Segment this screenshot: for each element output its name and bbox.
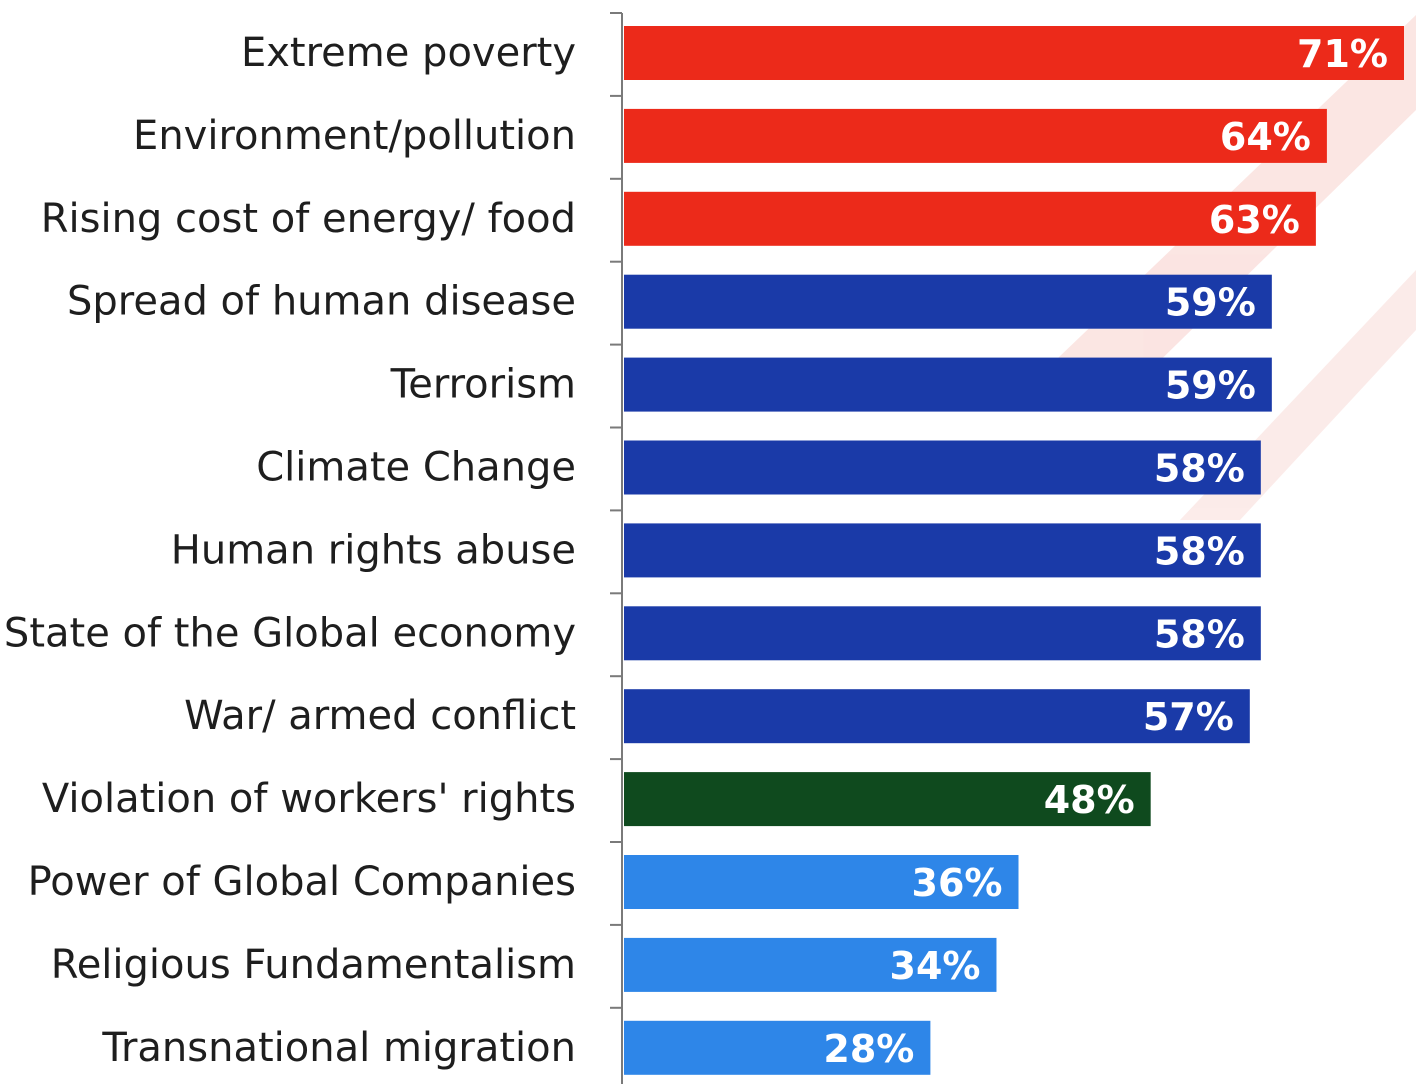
bar	[624, 1020, 931, 1075]
category-label: Rising cost of energy/ food	[41, 196, 576, 242]
bar	[624, 26, 1404, 80]
bar	[624, 689, 1250, 744]
bar	[624, 855, 1019, 909]
category-label: Climate Change	[256, 445, 576, 491]
bar	[624, 772, 1151, 827]
value-labels: 71% 64% 63% 59% 59% 58% 58% 58% 57%48% 36% 34% 28%	[823, 32, 1388, 1071]
bars-group	[624, 26, 1404, 1075]
value-label: 34%	[890, 944, 981, 988]
value-label: 58%	[1154, 447, 1245, 491]
category-label: Violation of workers' rights	[42, 776, 576, 822]
category-label: Spread of human disease	[67, 279, 576, 325]
value-label: 59%	[1165, 281, 1256, 325]
value-label: 59%	[1165, 364, 1256, 408]
value-label: 63%	[1209, 198, 1300, 242]
value-label: 48%	[1044, 778, 1135, 822]
category-label: Religious Fundamentalism	[51, 942, 576, 988]
category-label: State of the Global economy	[4, 610, 576, 656]
category-label: Terrorism	[390, 362, 576, 408]
bar	[624, 440, 1261, 495]
category-label: Human rights abuse	[171, 527, 576, 573]
category-labels: Extreme poverty Environment/pollution Risi…	[4, 30, 576, 1071]
bar	[624, 191, 1316, 246]
value-label: 71%	[1297, 32, 1388, 76]
category-label: Power of Global Companies	[28, 859, 576, 905]
value-label: 64%	[1220, 115, 1311, 159]
value-label: 28%	[823, 1027, 914, 1071]
category-label: Transnational migration	[101, 1025, 576, 1071]
bar	[624, 274, 1272, 329]
value-label: 36%	[912, 861, 1003, 905]
category-label: War/ armed conflict	[184, 693, 576, 739]
value-label: 58%	[1154, 529, 1245, 573]
bar	[624, 357, 1272, 412]
category-label: Extreme poverty	[241, 30, 576, 76]
category-label: Environment/pollution	[133, 113, 576, 159]
bar	[624, 523, 1261, 578]
bar	[624, 606, 1261, 661]
value-label: 57%	[1143, 695, 1234, 739]
value-label: 58%	[1154, 612, 1245, 656]
y-axis	[610, 12, 623, 1084]
bar	[624, 108, 1327, 163]
bar	[624, 937, 997, 992]
